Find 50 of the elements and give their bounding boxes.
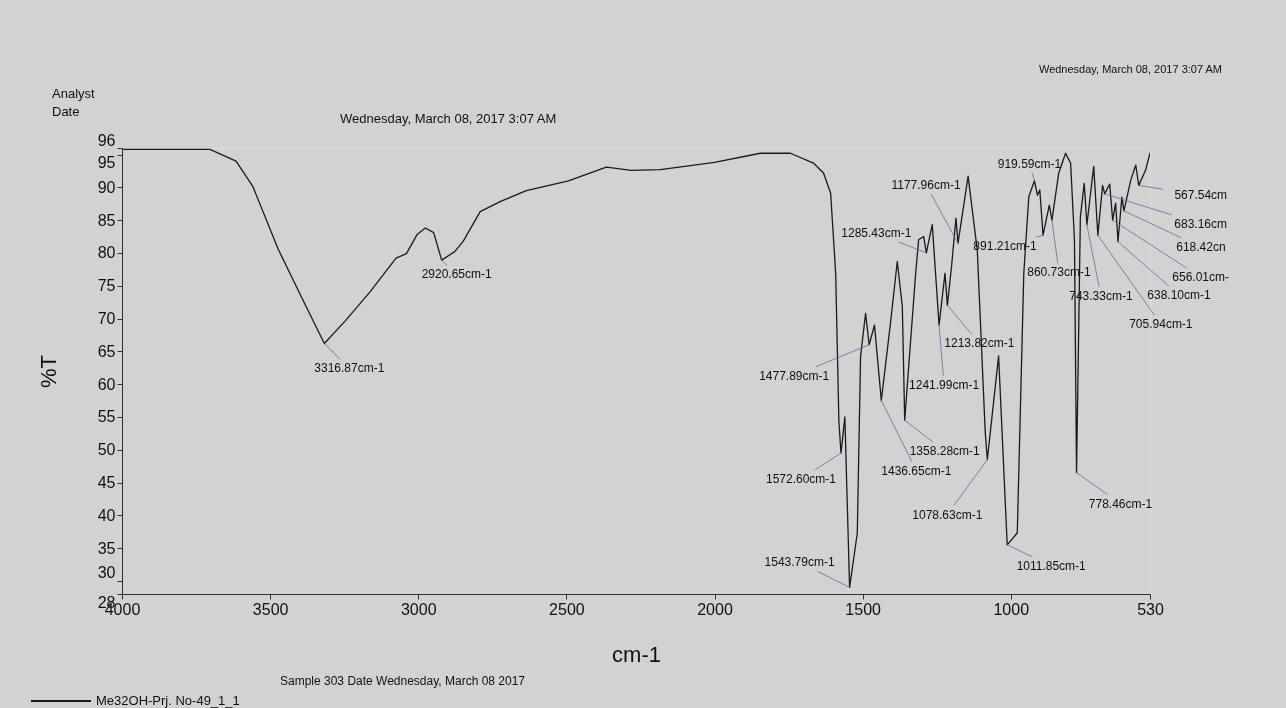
y-tick-label: 35 (97, 539, 116, 557)
x-tick-label: 1500 (845, 600, 882, 618)
x-tick-label: 530 (1137, 600, 1164, 618)
annotation: 1011.85cm-1 (1016, 558, 1087, 573)
annotation: 1572.60cm-1 (765, 471, 837, 486)
y-tick-label: 75 (97, 277, 116, 295)
x-tick-label: 3000 (400, 600, 437, 618)
y-tick-label: 95 (97, 154, 116, 172)
annotation: 3316.87cm-1 (314, 361, 385, 376)
text: Analyst (52, 86, 96, 101)
y-tick-label: 60 (97, 375, 116, 393)
annotation: 1285.43cm-1 (841, 225, 912, 240)
annotation: 683.16cm (1174, 216, 1228, 231)
y-axis-title: %T (35, 355, 61, 388)
x-tick-label: 2500 (549, 600, 585, 618)
annotation: 778.46cm-1 (1088, 496, 1153, 511)
y-tick-label: 30 (97, 564, 116, 582)
x-axis-title: cm-1 (612, 641, 661, 667)
y-tick-label: 65 (97, 342, 116, 360)
y-tick-label: 45 (97, 474, 116, 491)
text: Sample 303 Date Wednesday, March 08 2017 (280, 674, 526, 688)
legend-label: Me32OH-Prj. No-49_1_1 (96, 693, 240, 708)
annotation: 1177.96cm-1 (891, 178, 961, 193)
annotation: 638.10cm-1 (1147, 287, 1212, 302)
y-tick-label: 96 (97, 131, 116, 149)
y-tick-label: 85 (97, 211, 116, 229)
annotation: 919.59cm-1 (997, 156, 1062, 171)
annotation: 1477.89cm-1 (759, 368, 830, 383)
text: Date (52, 104, 80, 119)
annotation: 1543.79cm-1 (764, 555, 835, 570)
annotation: 2920.65cm-1 (421, 267, 492, 282)
y-tick-label: 70 (97, 310, 116, 328)
x-tick-label: 3500 (252, 600, 289, 618)
x-tick-label: 2000 (697, 600, 733, 618)
y-tick-label: 80 (97, 244, 116, 262)
annotation: 656.01cm- (1172, 270, 1230, 285)
annotation: 567.54cm (1174, 188, 1228, 203)
text: Wednesday, March 08, 2017 3:07 AM (340, 111, 557, 126)
annotation: 1436.65cm-1 (881, 463, 952, 478)
text: Wednesday, March 08, 2017 3:07 AM (1038, 63, 1222, 75)
annotation: 705.94cm-1 (1129, 317, 1193, 332)
y-tick-label: 55 (97, 408, 116, 426)
annotation: 618.42cn (1176, 239, 1226, 254)
y-tick-label: 90 (97, 178, 116, 196)
y-tick-label: 40 (97, 506, 116, 524)
annotation: 1078.63cm-1 (912, 507, 983, 522)
annotation: 1241.99cm-1 (909, 378, 980, 393)
annotation: 1358.28cm-1 (909, 444, 981, 459)
y-tick-label: 50 (97, 441, 116, 459)
x-tick-label: 1000 (993, 600, 1030, 618)
